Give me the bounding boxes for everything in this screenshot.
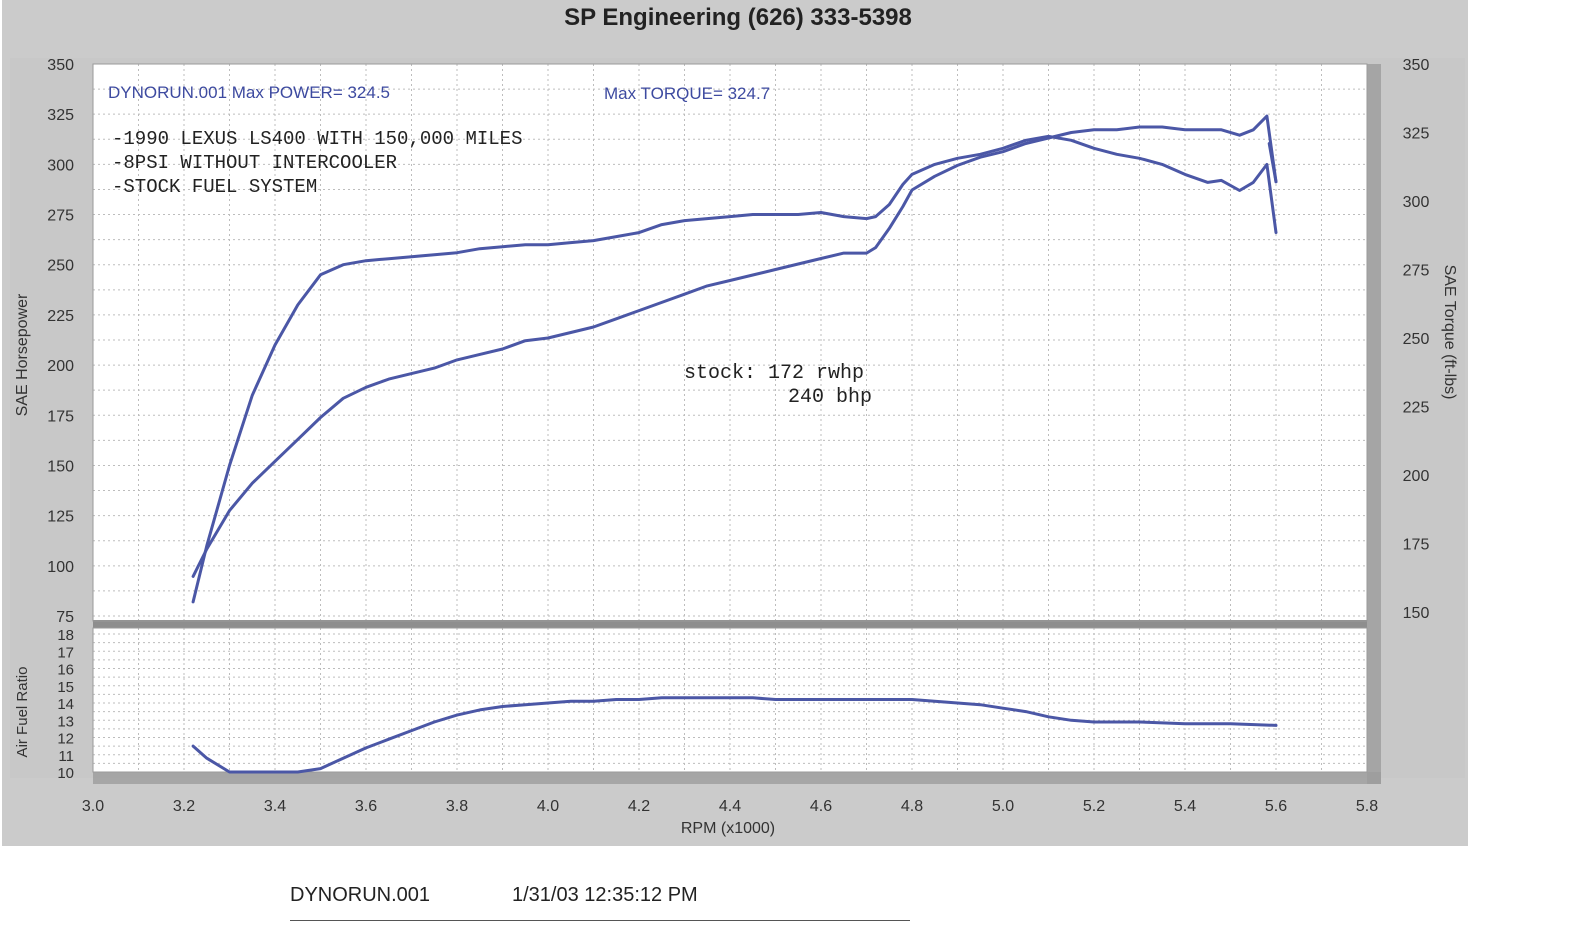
note-line-2: -8PSI WITHOUT INTERCOOLER — [112, 152, 397, 174]
y2-tick-label: 200 — [1403, 468, 1430, 485]
stock-note-line-1: stock: 172 rwhp — [684, 362, 864, 385]
afr-axis-label: Air Fuel Ratio — [14, 667, 31, 758]
y-axis-right-label: SAE Torque (ft-lbs) — [1441, 265, 1458, 400]
y-tick-label: 200 — [47, 358, 74, 375]
y-tick-label: 75 — [56, 609, 74, 626]
afr-tick-label: 12 — [57, 731, 74, 748]
upper-gridlines — [92, 63, 1368, 620]
afr-tick-label: 14 — [57, 696, 74, 713]
y2-tick-label: 350 — [1403, 57, 1430, 74]
y2-tick-label: 175 — [1403, 537, 1430, 554]
dyno-curves — [191, 114, 1278, 774]
right-shadow — [1367, 64, 1381, 784]
afr-tick-label: 11 — [58, 748, 74, 765]
y2-tick-label: 150 — [1403, 605, 1430, 622]
y-axis-left-label: SAE Horsepower — [14, 293, 31, 416]
y2-tick-label: 275 — [1403, 263, 1430, 280]
x-tick-label: 3.4 — [264, 798, 286, 815]
torque-curve — [191, 114, 1278, 578]
x-tick-label: 3.0 — [82, 798, 104, 815]
y2-tick-label: 225 — [1403, 400, 1430, 417]
bottom-shadow — [93, 772, 1381, 784]
air-fuel-ratio-curve — [191, 696, 1278, 774]
x-tick-label: 4.6 — [810, 798, 832, 815]
footer-run-name: DYNORUN.001 — [290, 884, 431, 906]
y-tick-label: 125 — [47, 509, 74, 526]
footer-rule — [290, 920, 910, 921]
y2-tick-label: 300 — [1403, 194, 1430, 211]
upper-plot-area — [93, 64, 1367, 621]
x-tick-label: 5.2 — [1083, 798, 1105, 815]
x-tick-label: 4.4 — [719, 798, 741, 815]
stock-note-line-2: 240 bhp — [788, 386, 872, 409]
y-tick-label: 175 — [47, 408, 74, 425]
footer-datetime: 1/31/03 12:35:12 PM — [512, 884, 698, 906]
y-tick-label: 150 — [47, 458, 74, 475]
note-line-3: -STOCK FUEL SYSTEM — [112, 176, 317, 198]
x-tick-label: 5.4 — [1174, 798, 1196, 815]
y-tick-label: 100 — [47, 559, 74, 576]
y-tick-label: 275 — [47, 208, 74, 225]
y-axis-right-ticks: 150 175 200 225 250 275 300 325 350 — [1403, 57, 1430, 622]
torque-curve-tail — [1267, 142, 1278, 184]
x-axis-ticks: 3.0 3.2 3.4 3.6 3.8 4.0 4.2 4.4 4.6 4.8 5.0 5.2 5.4 5… — [82, 798, 1378, 815]
y2-tick-label: 325 — [1403, 126, 1430, 143]
footer: DYNORUN.001 1/31/03 12:35:12 PM — [290, 884, 910, 924]
x-tick-label: 5.8 — [1356, 798, 1378, 815]
panel-separator — [93, 620, 1367, 628]
x-tick-label: 3.2 — [173, 798, 195, 815]
y-axis-left-ticks: 75 100 125 150 175 200 225 250 275 300 325 350 — [47, 57, 74, 626]
y-tick-label: 250 — [47, 258, 74, 275]
y-tick-label: 350 — [47, 57, 74, 74]
horsepower-curve — [191, 134, 1278, 604]
afr-tick-label: 15 — [57, 679, 74, 696]
x-tick-label: 5.0 — [992, 798, 1014, 815]
y2-tick-label: 250 — [1403, 331, 1430, 348]
note-line-1: -1990 LEXUS LS400 WITH 150,000 MILES — [112, 128, 522, 150]
afr-tick-label: 17 — [57, 644, 74, 661]
chart-title: SP Engineering (626) 333-5398 — [564, 4, 912, 31]
legend-torque: Max TORQUE= 324.7 — [604, 84, 770, 103]
y-tick-label: 225 — [47, 308, 74, 325]
y-tick-label: 300 — [47, 157, 74, 174]
afr-tick-label: 18 — [57, 627, 74, 644]
afr-tick-label: 10 — [57, 765, 74, 782]
x-tick-label: 4.0 — [537, 798, 559, 815]
x-axis-label: RPM (x1000) — [681, 820, 775, 837]
afr-tick-label: 16 — [57, 662, 74, 679]
x-tick-label: 4.2 — [628, 798, 650, 815]
afr-tick-label: 13 — [57, 713, 74, 730]
x-tick-label: 5.6 — [1265, 798, 1287, 815]
x-tick-label: 4.8 — [901, 798, 923, 815]
x-tick-label: 3.6 — [355, 798, 377, 815]
x-tick-label: 3.8 — [446, 798, 468, 815]
legend-power: DYNORUN.001 Max POWER= 324.5 — [108, 83, 390, 102]
y-tick-label: 325 — [47, 107, 74, 124]
